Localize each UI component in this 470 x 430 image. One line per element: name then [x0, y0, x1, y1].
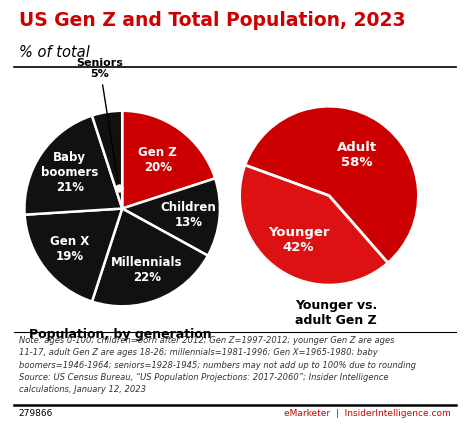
- Text: Millennials
22%: Millennials 22%: [111, 256, 182, 284]
- Text: Younger vs.
adult Gen Z: Younger vs. adult Gen Z: [295, 299, 377, 327]
- Text: Population, by generation: Population, by generation: [29, 328, 211, 341]
- Text: Younger
42%: Younger 42%: [268, 226, 329, 254]
- Text: eMarketer  |  InsiderIntelligence.com: eMarketer | InsiderIntelligence.com: [284, 409, 451, 418]
- Wedge shape: [245, 106, 418, 263]
- Wedge shape: [122, 111, 215, 209]
- Text: Seniors
5%: Seniors 5%: [77, 58, 124, 184]
- Text: Note: ages 0-100; children=born after 2012; Gen Z=1997-2012; younger Gen Z are a: Note: ages 0-100; children=born after 20…: [19, 336, 416, 394]
- Text: US Gen Z and Total Population, 2023: US Gen Z and Total Population, 2023: [19, 11, 406, 30]
- Text: Children
13%: Children 13%: [161, 201, 216, 229]
- Text: 279866: 279866: [19, 409, 53, 418]
- Text: Adult
58%: Adult 58%: [337, 141, 377, 169]
- Wedge shape: [24, 209, 122, 301]
- Wedge shape: [122, 178, 220, 256]
- Text: Gen X
19%: Gen X 19%: [50, 235, 89, 263]
- Text: Baby
boomers
21%: Baby boomers 21%: [41, 151, 98, 194]
- Wedge shape: [92, 209, 208, 306]
- Wedge shape: [92, 111, 122, 209]
- Wedge shape: [24, 116, 122, 215]
- Text: % of total: % of total: [19, 45, 90, 60]
- Text: Gen Z
20%: Gen Z 20%: [139, 145, 177, 174]
- Wedge shape: [240, 165, 388, 285]
